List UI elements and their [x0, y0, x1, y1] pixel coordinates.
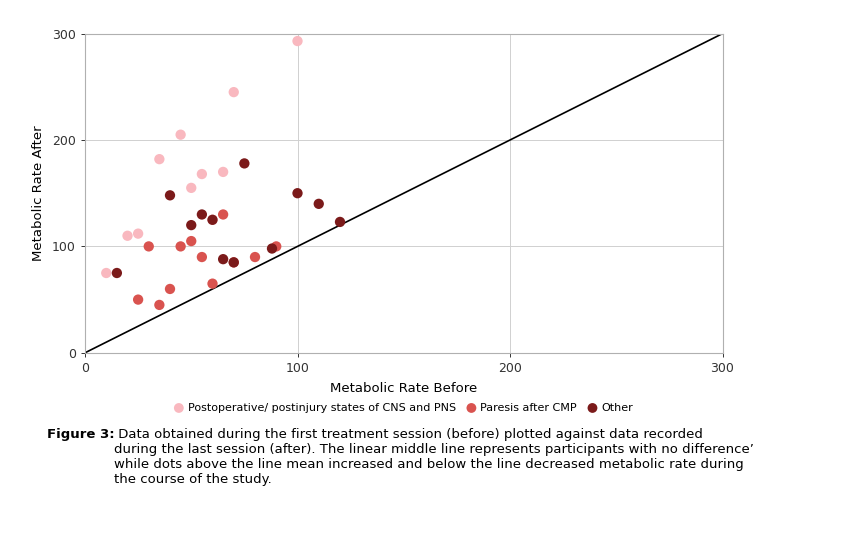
Legend: Postoperative/ postinjury states of CNS and PNS, Paresis after CMP, Other: Postoperative/ postinjury states of CNS … — [174, 403, 633, 413]
Paresis after CMP — [269, 242, 283, 251]
Other — [216, 255, 230, 264]
Paresis after CMP — [206, 279, 219, 288]
Other — [110, 269, 124, 278]
Text: Data obtained during the first treatment session (before) plotted against data r: Data obtained during the first treatment… — [115, 428, 754, 487]
Other — [206, 216, 219, 225]
Postoperative/ postinjury states of CNS and PNS — [121, 231, 134, 240]
Other — [333, 217, 347, 226]
Paresis after CMP — [184, 237, 198, 246]
Y-axis label: Metabolic Rate After: Metabolic Rate After — [32, 125, 45, 261]
Paresis after CMP — [131, 295, 145, 304]
Other — [237, 159, 252, 168]
Postoperative/ postinjury states of CNS and PNS — [131, 229, 145, 238]
Other — [163, 191, 177, 200]
Postoperative/ postinjury states of CNS and PNS — [227, 87, 241, 96]
Postoperative/ postinjury states of CNS and PNS — [173, 130, 187, 139]
Paresis after CMP — [152, 300, 166, 309]
Other — [195, 210, 209, 219]
Paresis after CMP — [248, 253, 262, 262]
Postoperative/ postinjury states of CNS and PNS — [152, 155, 166, 164]
Other — [184, 221, 198, 230]
X-axis label: Metabolic Rate Before: Metabolic Rate Before — [330, 382, 478, 395]
Postoperative/ postinjury states of CNS and PNS — [291, 36, 304, 45]
Postoperative/ postinjury states of CNS and PNS — [99, 269, 113, 278]
Postoperative/ postinjury states of CNS and PNS — [206, 216, 219, 225]
Paresis after CMP — [142, 242, 156, 251]
Other — [291, 189, 304, 198]
Text: Figure 3:: Figure 3: — [47, 428, 115, 441]
Postoperative/ postinjury states of CNS and PNS — [184, 184, 198, 193]
Paresis after CMP — [173, 242, 187, 251]
Other — [312, 199, 326, 208]
Paresis after CMP — [216, 210, 230, 219]
Postoperative/ postinjury states of CNS and PNS — [195, 170, 209, 179]
Other — [265, 244, 279, 253]
Other — [227, 258, 241, 267]
Postoperative/ postinjury states of CNS and PNS — [216, 167, 230, 176]
Paresis after CMP — [163, 284, 177, 293]
Paresis after CMP — [227, 258, 241, 267]
Paresis after CMP — [195, 253, 209, 262]
